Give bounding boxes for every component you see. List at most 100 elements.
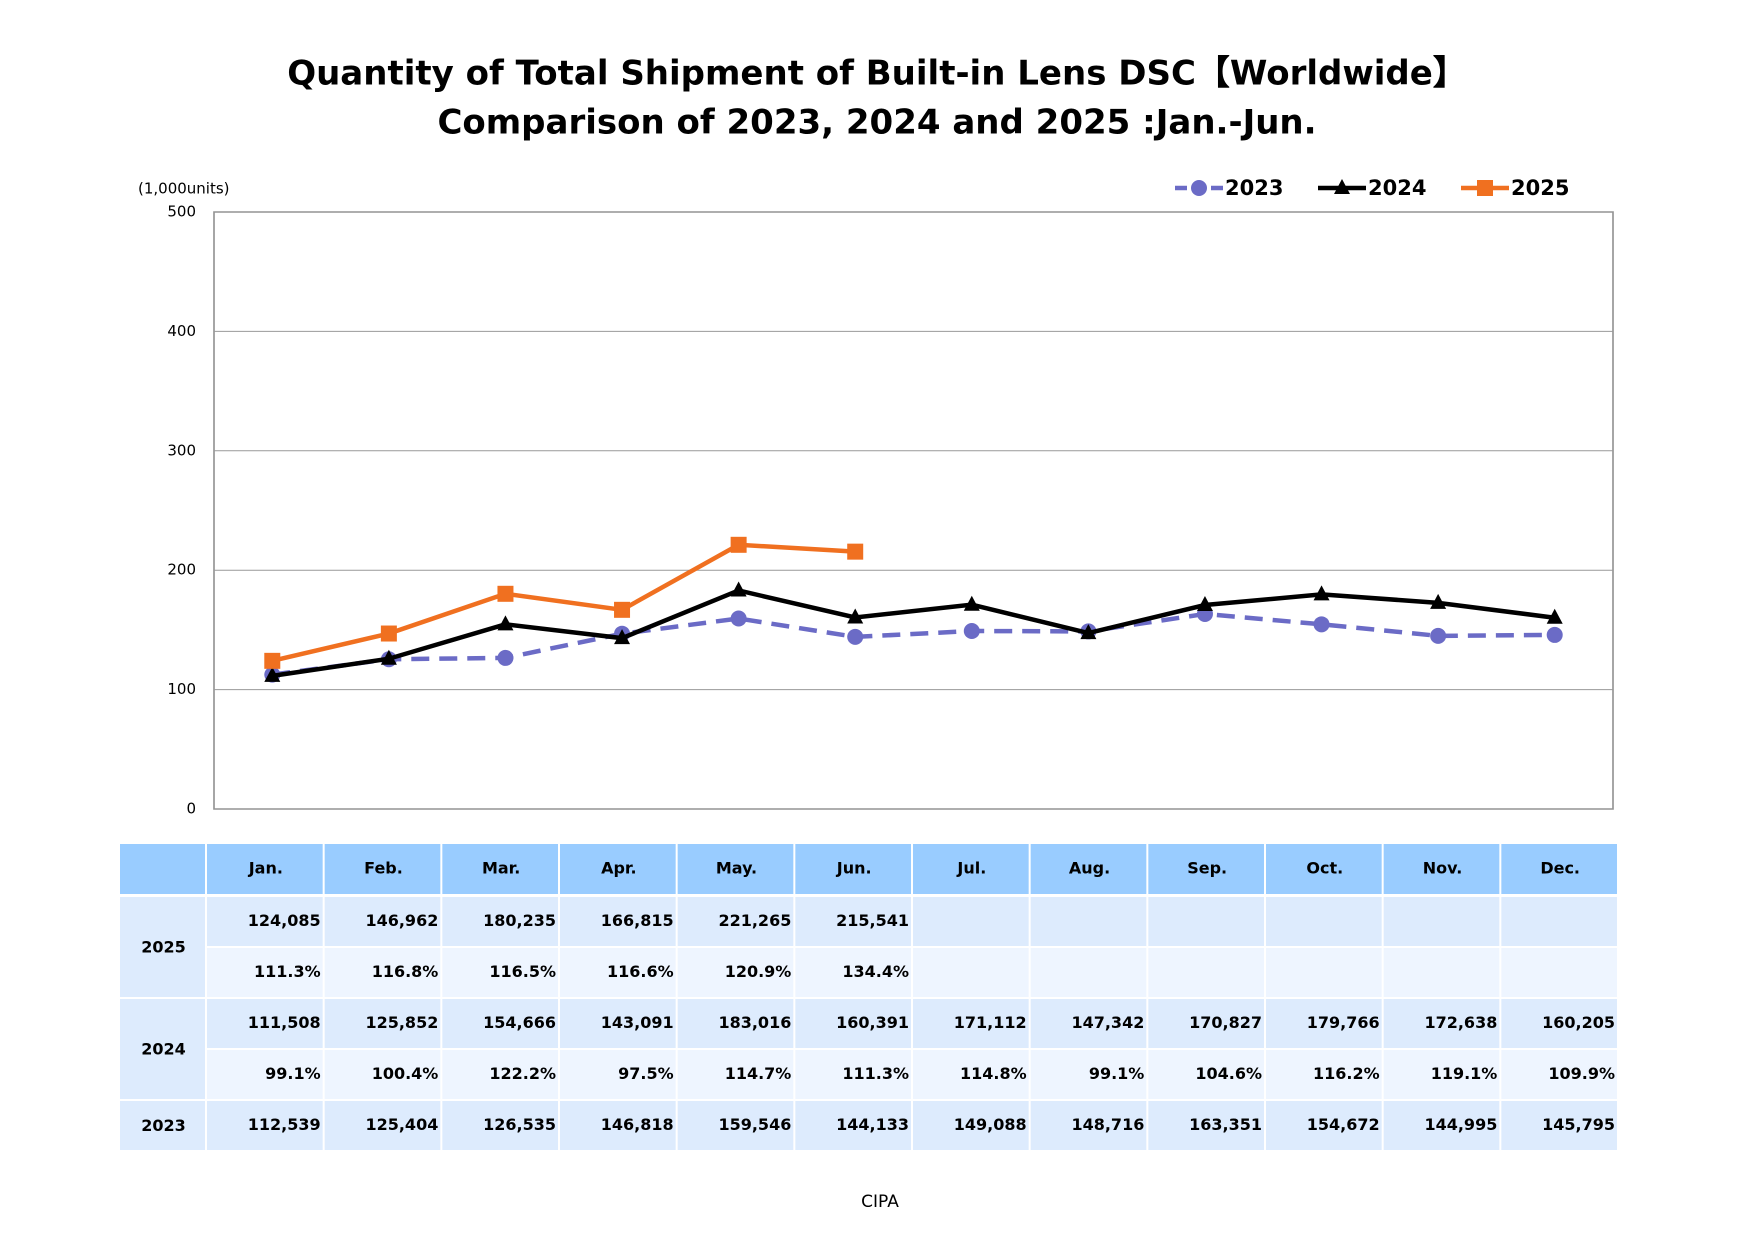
cell-text: 147,342 [1071,1013,1144,1032]
table-header [795,844,911,894]
marker [963,622,980,639]
marker [847,608,864,624]
cell-text: 116.6% [607,962,674,981]
cell-text: 104.6% [1195,1064,1262,1083]
cell-text: 149,088 [954,1115,1027,1134]
cell-text: 146,962 [365,911,438,930]
marker [497,585,514,602]
table-cell [913,897,1029,946]
table-cell [1030,897,1147,946]
cell-text: 159,546 [718,1115,791,1134]
cell-text: 125,852 [365,1013,438,1032]
column-header: May. [716,859,757,878]
column-header: Mar. [482,859,520,878]
marker [1080,624,1097,640]
marker [1196,596,1213,612]
table-cell [677,999,794,1048]
legend-label: 2023 [1225,176,1283,200]
table-header [207,844,323,894]
table-cell [324,999,441,1048]
table-header [1030,844,1147,894]
table-header [1148,844,1264,894]
marker [730,610,747,627]
cell-text: 109.9% [1548,1064,1615,1083]
table-cell [1030,1101,1147,1150]
cell-text: 99.1% [265,1064,321,1083]
column-header: Aug. [1069,859,1110,878]
cell-text: 116.2% [1313,1064,1380,1083]
cell-text: 99.1% [1089,1064,1145,1083]
table-header [1501,844,1617,894]
table-cell [1266,897,1382,946]
cell-text: 170,827 [1189,1013,1262,1032]
cell-text: 144,995 [1424,1115,1497,1134]
table-header [560,844,676,894]
marker [497,615,514,631]
cell-text: 122.2% [489,1064,556,1083]
table-cell [795,1101,911,1150]
y-axis-label: (1,000units) [138,180,230,198]
cell-text: 166,815 [601,911,674,930]
table-cell [795,948,911,997]
table-cell [324,1050,441,1099]
marker [730,581,747,597]
marker [380,649,397,665]
table-cell [324,948,441,997]
table-cell [1501,999,1617,1048]
table-cell [1383,999,1500,1048]
table-header [1266,844,1382,894]
cell-text: 124,085 [248,911,321,930]
table-cell [324,897,441,946]
cell-text: 160,391 [836,1013,909,1032]
table-cell [560,1050,676,1099]
series-line [271,611,1555,677]
cell-text: 97.5% [618,1064,674,1083]
table-cell [913,1101,1029,1150]
table-cell [677,1050,794,1099]
marker [380,625,397,642]
cell-text: 120.9% [725,962,792,981]
y-tick-label: 300 [167,441,196,459]
table-cell [560,948,676,997]
chart-title: Quantity of Total Shipment of Built-in L… [287,54,1467,94]
table-header [120,844,205,894]
cell-text: 154,672 [1307,1115,1380,1134]
y-tick-label: 0 [186,800,196,818]
column-header: Feb. [364,859,403,878]
table-cell [1030,948,1147,997]
table-cell [207,999,323,1048]
y-tick-label: 500 [167,203,196,221]
marker [264,652,281,669]
table-cell [1030,1050,1147,1099]
table-header [913,844,1029,894]
table-cell [324,1101,441,1150]
row-header-label: 2024 [141,1040,186,1059]
table-cell [560,897,676,946]
marker [1334,179,1350,194]
legend-label: 2024 [1368,176,1426,200]
table-cell [442,1050,558,1099]
cell-text: 111.3% [842,1064,909,1083]
marker [1477,180,1493,196]
column-header: Jul. [956,859,986,878]
cell-text: 111.3% [254,962,321,981]
marker [1430,627,1447,644]
table-cell [1383,897,1500,946]
table-cell [207,1050,323,1099]
cell-text: 116.8% [372,962,439,981]
table-cell [442,948,558,997]
cell-text: 126,535 [483,1115,556,1134]
plot-area [213,211,1614,810]
table-cell [677,948,794,997]
table-cell [1266,999,1382,1048]
table-cell [1383,1101,1500,1150]
table-cell [442,999,558,1048]
row-header [120,897,205,997]
column-header: Nov. [1423,859,1463,878]
cell-text: 144,133 [836,1115,909,1134]
cell-text: 114.7% [725,1064,792,1083]
table-cell [1266,1101,1382,1150]
table-cell [1148,897,1264,946]
cell-text: 171,112 [954,1013,1027,1032]
y-tick-label: 100 [167,680,196,698]
